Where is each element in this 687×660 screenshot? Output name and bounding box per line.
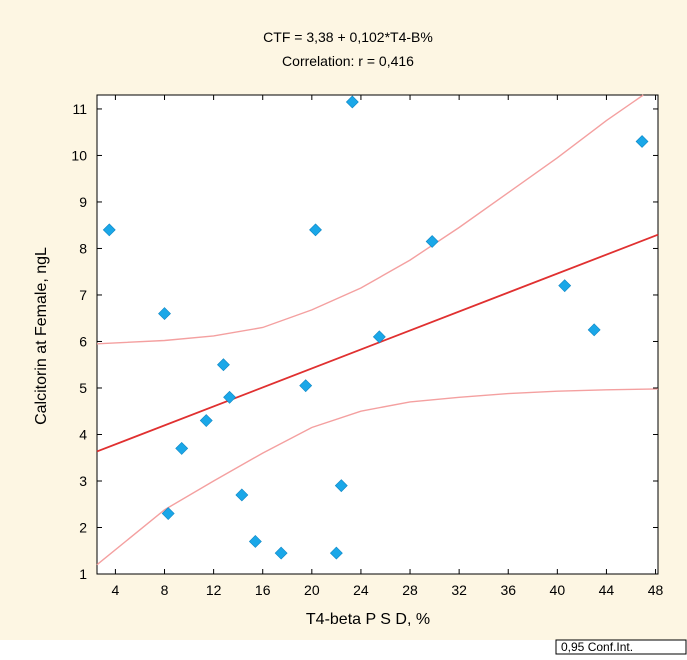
x-tick-label: 40	[550, 582, 566, 598]
y-tick-label: 9	[79, 194, 87, 210]
data-point	[635, 135, 649, 148]
data-point	[217, 358, 230, 372]
data-point	[235, 488, 249, 502]
x-tick-label: 20	[304, 582, 320, 598]
x-tick-label: 48	[648, 582, 664, 598]
data-point	[299, 379, 313, 393]
y-tick-label: 6	[79, 333, 87, 349]
data-point	[587, 323, 601, 337]
x-tick-label: 36	[500, 582, 516, 598]
x-tick-label: 24	[353, 582, 369, 598]
y-axis-label: Calcitorin at Female, ngL	[33, 247, 50, 425]
y-tick-label: 5	[79, 380, 87, 396]
y-tick-label: 3	[79, 473, 87, 489]
y-tick-label: 8	[79, 240, 87, 256]
legend-label: 0,95 Conf.Int.	[561, 640, 633, 654]
y-tick-label: 2	[79, 519, 87, 535]
chart-subtitle: Correlation: r = 0,416	[282, 53, 414, 69]
data-points	[102, 95, 649, 560]
data-point	[248, 535, 262, 548]
x-axis-label: T4-beta P S D, %	[306, 611, 430, 628]
ci-lower-curve	[96, 388, 659, 566]
regression-line-group	[96, 233, 659, 453]
data-point	[309, 223, 322, 237]
legend: 0,95 Conf.Int.	[555, 639, 687, 655]
confidence-band	[96, 94, 659, 566]
ci-upper-curve	[96, 94, 644, 345]
data-point	[161, 507, 175, 520]
data-point	[329, 546, 343, 560]
y-axis-ticks: 1 2 3 4 5 6 7 8 9 10 11	[71, 101, 658, 582]
x-tick-label: 28	[402, 582, 418, 598]
y-tick-label: 10	[71, 147, 87, 163]
data-point	[274, 546, 288, 560]
legend-box	[555, 639, 687, 655]
data-point	[102, 223, 116, 237]
x-tick-label: 8	[161, 582, 169, 598]
regression-line	[96, 233, 659, 453]
y-tick-label: 4	[79, 426, 87, 442]
data-point	[223, 390, 237, 404]
data-point	[158, 307, 171, 320]
data-point	[558, 279, 572, 293]
x-tick-label: 12	[206, 582, 222, 598]
data-point	[199, 414, 213, 427]
y-tick-label: 7	[79, 287, 87, 303]
x-axis-ticks: 4 8 12 16 20 24 28 32 36 40 44 48	[112, 95, 664, 598]
y-tick-label: 11	[72, 101, 87, 117]
x-tick-label: 44	[599, 582, 615, 598]
y-tick-label: 1	[79, 566, 87, 582]
data-point	[372, 330, 386, 344]
chart-title: CTF = 3,38 + 0,102*T4-B%	[263, 29, 433, 45]
data-point	[345, 95, 359, 109]
data-point	[175, 442, 189, 455]
data-point	[425, 235, 439, 248]
x-tick-label: 32	[451, 582, 467, 598]
data-point	[334, 479, 348, 493]
x-tick-label: 4	[112, 582, 120, 598]
x-tick-label: 16	[255, 582, 271, 598]
